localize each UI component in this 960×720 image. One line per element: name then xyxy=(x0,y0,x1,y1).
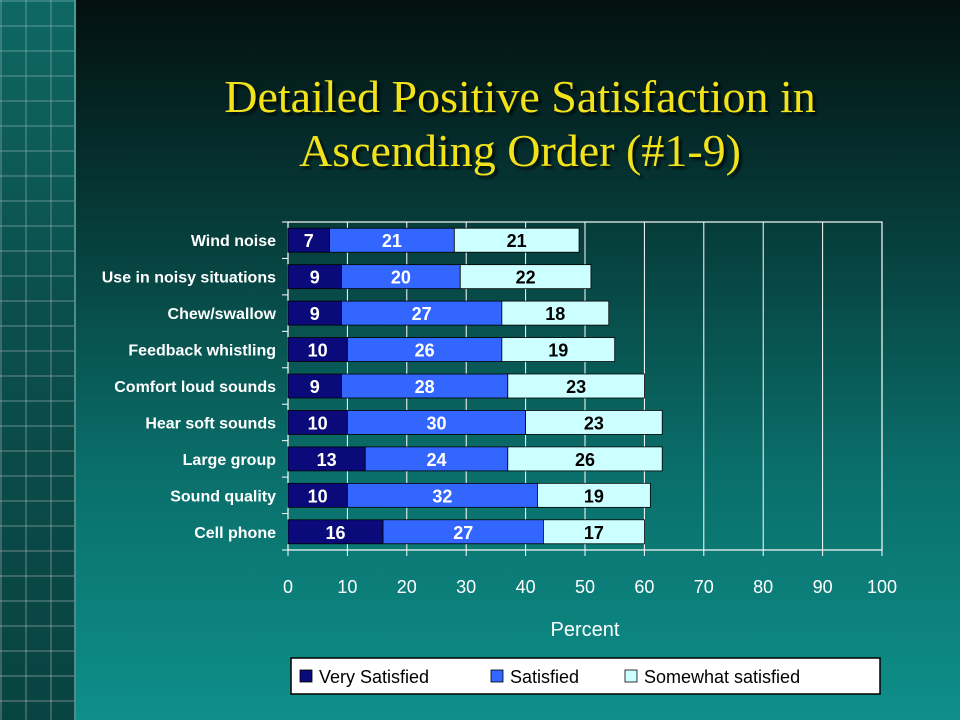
bar-segment xyxy=(287,227,330,253)
bar-segment xyxy=(459,264,592,290)
x-tick-label: 50 xyxy=(575,577,595,597)
bar-segment xyxy=(287,519,384,545)
x-tick-label: 0 xyxy=(283,577,293,597)
data-label: 7 xyxy=(304,231,314,251)
x-axis-title: Percent xyxy=(551,619,620,641)
bar-segment xyxy=(287,373,342,399)
bar-segment xyxy=(287,482,348,508)
data-label: 26 xyxy=(575,450,595,470)
bar-segment xyxy=(287,300,342,326)
bar-segment xyxy=(287,337,348,362)
bar-segment xyxy=(501,337,616,362)
legend-swatch xyxy=(490,669,504,683)
data-label: 10 xyxy=(308,341,328,361)
data-label: 23 xyxy=(584,413,604,433)
bar-segment xyxy=(364,446,509,472)
labels-layer: Wind noise 7 21 21 Use in noisy situations 9 2… xyxy=(102,231,604,543)
category-label: Feedback whistling xyxy=(128,343,276,360)
data-label: 24 xyxy=(426,450,446,470)
data-label: 28 xyxy=(415,377,435,397)
data-label: 16 xyxy=(326,523,346,543)
bar-segment xyxy=(525,410,663,435)
decorative-grid-shade xyxy=(0,0,76,720)
legend-label: Satisfied xyxy=(510,667,579,687)
category-label: Sound quality xyxy=(170,488,276,505)
data-label: 9 xyxy=(310,268,320,288)
data-label: 27 xyxy=(453,523,473,543)
bar-segment xyxy=(507,446,663,472)
legend-box xyxy=(290,657,881,695)
category-label: Hear soft sounds xyxy=(145,415,276,432)
data-label: 32 xyxy=(432,486,452,506)
data-label: 13 xyxy=(317,450,337,470)
bar-segment xyxy=(287,410,348,435)
x-tick-label: 40 xyxy=(516,577,536,597)
data-label: 23 xyxy=(566,377,586,397)
category-label: Comfort loud sounds xyxy=(114,379,276,396)
data-label: 21 xyxy=(382,231,402,251)
data-label: 17 xyxy=(584,523,604,543)
slide-title-line-1: Detailed Positive Satisfaction in xyxy=(224,71,816,122)
legend-label: Very Satisfied xyxy=(319,667,429,687)
x-tick-label: 30 xyxy=(456,577,476,597)
bar-segment xyxy=(453,227,580,253)
slide-title-line-2: Ascending Order (#1-9) xyxy=(299,125,741,176)
data-label: 22 xyxy=(516,268,536,288)
category-label: Cell phone xyxy=(194,525,276,542)
bar-segment xyxy=(346,482,538,508)
data-label: 10 xyxy=(308,486,328,506)
category-label: Wind noise xyxy=(191,233,276,250)
data-label: 20 xyxy=(391,268,411,288)
data-label: 9 xyxy=(310,377,320,397)
bar-segment xyxy=(287,446,366,472)
bar-segment xyxy=(329,227,455,253)
slide-title: Detailed Positive Satisfaction in Ascend… xyxy=(90,70,950,178)
bar-segment xyxy=(537,482,651,508)
bar-segment xyxy=(346,337,503,362)
data-label: 19 xyxy=(548,341,568,361)
data-label: 26 xyxy=(415,341,435,361)
bar-segment xyxy=(501,300,610,326)
ticks-layer: 0 10 20 30 40 50 60 70 80 90 100 xyxy=(283,550,897,597)
x-tick-label: 10 xyxy=(337,577,357,597)
x-tick-label: 90 xyxy=(813,577,833,597)
x-tick-label: 60 xyxy=(634,577,654,597)
data-label: 19 xyxy=(584,486,604,506)
decorative-grid-strip xyxy=(0,0,76,720)
x-tick-label: 80 xyxy=(753,577,773,597)
data-label: 18 xyxy=(545,304,565,324)
data-label: 21 xyxy=(507,231,527,251)
x-tick-label: 70 xyxy=(694,577,714,597)
category-label: Use in noisy situations xyxy=(102,270,276,287)
bar-segment xyxy=(543,519,645,545)
category-label: Chew/swallow xyxy=(168,306,277,323)
legend-swatch xyxy=(299,669,313,683)
legend-swatch xyxy=(624,669,638,683)
data-label: 30 xyxy=(426,413,446,433)
x-tick-label: 100 xyxy=(867,577,897,597)
legend-label: Somewhat satisfied xyxy=(644,667,800,687)
data-label: 27 xyxy=(412,304,432,324)
bars-layer xyxy=(287,227,663,545)
category-label: Large group xyxy=(183,452,277,469)
x-tick-label: 20 xyxy=(397,577,417,597)
legend: Very Satisfied Satisfied Somewhat satisfie… xyxy=(290,657,881,695)
data-label: 10 xyxy=(308,413,328,433)
data-label: 9 xyxy=(310,304,320,324)
bar-segment xyxy=(507,373,645,399)
bar-segment xyxy=(341,300,503,326)
bar-segment xyxy=(382,519,544,545)
bar-segment xyxy=(341,264,461,290)
